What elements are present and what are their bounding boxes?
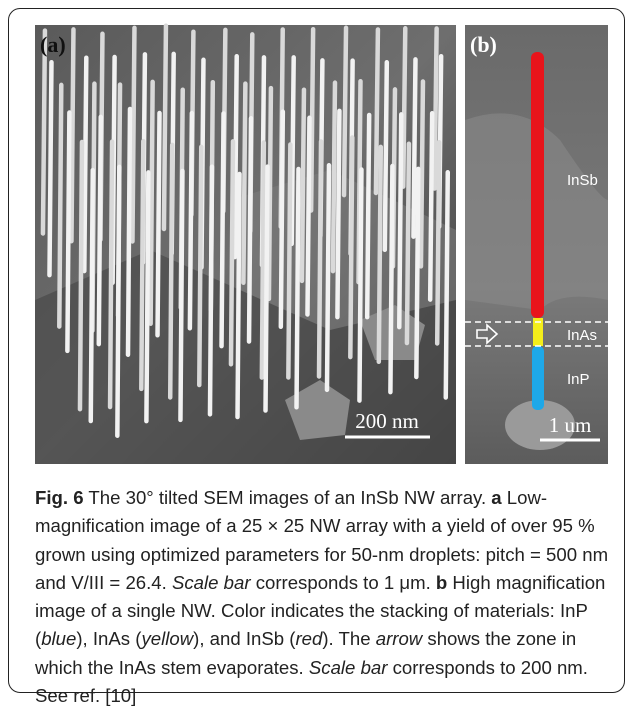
nanowire — [49, 62, 51, 275]
nanowire — [403, 28, 405, 186]
nanowire — [249, 118, 251, 341]
nanowire — [262, 143, 264, 378]
caption-italic: Scale bar — [172, 572, 251, 593]
nanowire — [146, 172, 148, 421]
material-label: InP — [567, 371, 590, 388]
nanowire — [151, 82, 153, 324]
figure: (a) 200 nm InSb InAs InP (b) 1 um — [0, 0, 635, 480]
caption-italic: red — [295, 628, 322, 649]
caption-text: ). The — [322, 628, 375, 649]
nanowire — [132, 28, 134, 242]
nanowire — [437, 142, 439, 343]
caption-panel: b — [436, 572, 447, 593]
nanowire — [337, 111, 339, 317]
nanowire — [413, 59, 415, 236]
panel-a: (a) 200 nm — [35, 25, 456, 464]
nanowire — [84, 58, 86, 271]
nanowire — [281, 112, 283, 327]
caption-italic: Scale bar — [309, 657, 388, 678]
nanowire — [379, 147, 381, 362]
nanowire — [164, 26, 166, 229]
caption-text: ), and InSb ( — [193, 628, 295, 649]
caption: Fig. 6 The 30° tilted SEM images of an I… — [35, 484, 613, 710]
nanowire — [416, 169, 418, 377]
caption-text: ), InAs ( — [76, 628, 141, 649]
nanowire — [421, 82, 423, 267]
panel-b: InSb InAs InP (b) 1 um — [465, 25, 608, 464]
nanowire — [180, 171, 182, 420]
inp-segment — [532, 346, 544, 410]
nanowire — [319, 141, 321, 376]
nanowire — [367, 115, 369, 317]
nanowire — [170, 145, 172, 398]
caption-italic: blue — [41, 628, 76, 649]
scale-bar-label: 200 nm — [355, 409, 419, 433]
nanowire — [307, 118, 309, 315]
panel-label: (b) — [470, 32, 497, 57]
nanowire — [59, 85, 61, 327]
nanowire — [238, 174, 240, 417]
nanowire — [390, 166, 392, 392]
material-label: InAs — [567, 327, 597, 344]
nanowire — [266, 167, 268, 411]
nanowire — [359, 170, 361, 401]
scale-bar-label: 1 um — [549, 413, 592, 437]
caption-label: Fig. 6 — [35, 487, 84, 508]
nanowire — [117, 167, 119, 436]
caption-italic: yellow — [141, 628, 193, 649]
nanowire — [99, 117, 101, 344]
nanowire — [210, 167, 212, 415]
nanowire — [231, 141, 233, 364]
material-label: InSb — [567, 172, 598, 189]
nanowire — [327, 165, 329, 390]
caption-panel: a — [491, 487, 501, 508]
nanowire — [91, 170, 93, 421]
nanowire — [128, 109, 130, 355]
caption-text: corresponds to 1 μm. — [251, 572, 436, 593]
nanowire — [385, 62, 387, 250]
insb-segment — [531, 52, 544, 318]
nanowire — [110, 142, 112, 407]
nanowire — [141, 141, 143, 389]
panel-label: (a) — [40, 32, 66, 57]
nanowire — [430, 113, 432, 299]
nanowire — [199, 147, 201, 385]
nanowire — [297, 169, 299, 407]
page: {"figure": { "panel_a": {"label": "(a)",… — [0, 0, 635, 703]
nanowire — [344, 28, 346, 195]
nanowire — [399, 114, 401, 327]
nanowire — [43, 31, 45, 234]
nanowire — [435, 29, 437, 189]
nanowire — [158, 113, 160, 335]
nanowire — [222, 114, 224, 347]
nanowire — [67, 113, 69, 351]
nanowire — [80, 142, 82, 409]
nanowire — [407, 144, 409, 343]
caption-italic: arrow — [376, 628, 423, 649]
nanowire — [302, 90, 304, 281]
nanowire — [446, 172, 448, 397]
nanowire — [243, 84, 245, 283]
nanowire — [350, 138, 352, 358]
caption-text: The 30° tilted SEM images of an InSb NW … — [84, 487, 492, 508]
nanowire — [71, 29, 73, 241]
nanowire — [333, 83, 335, 271]
nanowire — [376, 29, 378, 193]
nanowire — [190, 113, 192, 328]
nanowire — [288, 145, 290, 378]
